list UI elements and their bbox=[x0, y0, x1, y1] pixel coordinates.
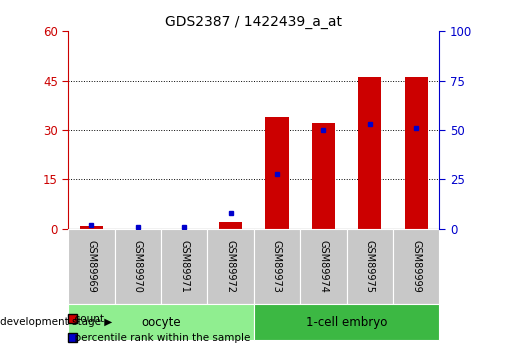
Bar bbox=[312, 124, 335, 229]
Bar bbox=[80, 226, 103, 229]
FancyBboxPatch shape bbox=[254, 229, 300, 304]
Bar bbox=[265, 117, 288, 229]
Text: GSM89999: GSM89999 bbox=[411, 240, 421, 293]
Text: development stage ▶: development stage ▶ bbox=[0, 317, 112, 327]
Bar bbox=[219, 223, 242, 229]
Text: GSM89972: GSM89972 bbox=[226, 240, 235, 293]
Bar bbox=[405, 77, 428, 229]
Text: GSM89969: GSM89969 bbox=[86, 240, 96, 293]
FancyBboxPatch shape bbox=[115, 229, 161, 304]
Bar bbox=[358, 77, 381, 229]
Title: GDS2387 / 1422439_a_at: GDS2387 / 1422439_a_at bbox=[165, 14, 342, 29]
FancyBboxPatch shape bbox=[393, 229, 439, 304]
Text: percentile rank within the sample: percentile rank within the sample bbox=[68, 333, 250, 343]
Text: GSM89970: GSM89970 bbox=[133, 240, 143, 293]
FancyBboxPatch shape bbox=[208, 229, 254, 304]
FancyBboxPatch shape bbox=[68, 229, 115, 304]
Text: GSM89974: GSM89974 bbox=[318, 240, 328, 293]
Text: GSM89971: GSM89971 bbox=[179, 240, 189, 293]
Text: 1-cell embryo: 1-cell embryo bbox=[306, 316, 387, 328]
FancyBboxPatch shape bbox=[161, 229, 208, 304]
FancyBboxPatch shape bbox=[68, 304, 254, 340]
Text: count: count bbox=[68, 314, 104, 324]
FancyBboxPatch shape bbox=[300, 229, 346, 304]
Text: GSM89975: GSM89975 bbox=[365, 240, 375, 293]
Text: oocyte: oocyte bbox=[141, 316, 181, 328]
FancyBboxPatch shape bbox=[346, 229, 393, 304]
FancyBboxPatch shape bbox=[254, 304, 439, 340]
Text: GSM89973: GSM89973 bbox=[272, 240, 282, 293]
